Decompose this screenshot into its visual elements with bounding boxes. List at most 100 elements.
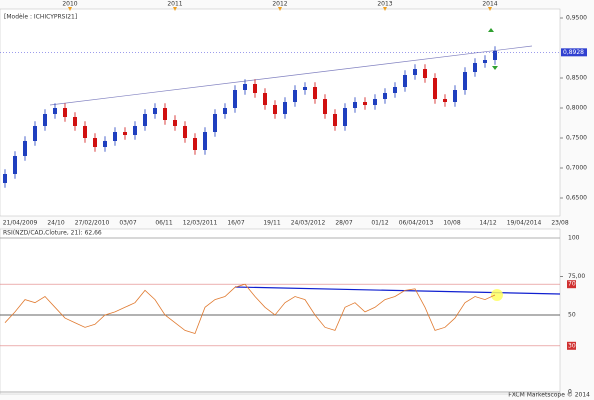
x-tick-label: 28/07: [335, 220, 352, 227]
candle-body: [233, 90, 237, 108]
year-label: 2014: [482, 1, 497, 8]
candle-body: [403, 75, 407, 87]
candle-body: [63, 108, 67, 117]
candle-body: [243, 84, 247, 90]
candle-body: [383, 93, 387, 99]
candle-body: [413, 69, 417, 75]
x-tick-label: 16/07: [227, 220, 244, 227]
price-trendline: [49, 45, 533, 106]
y-tick-label: 0,7500: [566, 135, 587, 142]
candle-body: [83, 126, 87, 138]
candle-body: [163, 108, 167, 120]
y-tick-label: 0,9500: [566, 15, 587, 22]
rsi-trendline: [234, 286, 561, 295]
candle-body: [303, 87, 307, 90]
x-tick-label: 03/07: [119, 220, 136, 227]
level-box: [567, 341, 576, 350]
year-label: 2011: [167, 1, 182, 8]
y-tick-label: 0,8000: [566, 105, 587, 112]
rsi-title: RSI(NZD/CAD,Cloture, 21): 62,66: [3, 230, 102, 237]
candle-body: [363, 102, 367, 105]
x-tick-label: 10/08: [443, 220, 460, 227]
year-label: 2013: [377, 1, 392, 8]
candle-body: [73, 117, 77, 126]
candle-body: [293, 90, 297, 102]
candle-body: [143, 114, 147, 126]
candle-body: [23, 141, 27, 156]
x-tick-label: 14/12: [479, 220, 496, 227]
candle-body: [183, 126, 187, 138]
year-marker: [68, 7, 72, 11]
y-tick-label: 100: [568, 235, 580, 242]
candle-body: [153, 108, 157, 114]
y-tick-label: 0: [568, 389, 572, 396]
year-marker: [173, 7, 177, 11]
y-tick-label: 70: [568, 281, 576, 288]
candle-body: [273, 105, 277, 114]
candle-body: [223, 108, 227, 114]
year-marker: [488, 7, 492, 11]
last-price-label: 0,8928: [563, 49, 584, 56]
candle-body: [423, 69, 427, 78]
candle-body: [373, 99, 377, 105]
level-box: [567, 280, 576, 289]
candle-body: [133, 126, 137, 135]
candle-body: [433, 78, 437, 99]
candle-body: [123, 132, 127, 135]
footer: FXCM Marketscope © 2014: [508, 392, 590, 399]
y-tick-label: 75,00: [568, 273, 585, 280]
candle-body: [3, 174, 7, 183]
candle-body: [213, 114, 217, 132]
candle-body: [443, 99, 447, 102]
candle-body: [93, 138, 97, 147]
candle-body: [493, 51, 497, 60]
candle-body: [343, 108, 347, 126]
candle-body: [333, 114, 337, 126]
candle-body: [103, 141, 107, 147]
year-label: 2012: [272, 1, 287, 8]
x-tick-label: 23/08: [551, 220, 568, 227]
candle-body: [263, 93, 267, 105]
year-marker: [383, 7, 387, 11]
candle-body: [173, 120, 177, 126]
x-tick-label: 27/02/2010: [75, 220, 110, 227]
x-tick-label: 24/10: [47, 220, 64, 227]
x-tick-label: 06/04/2013: [399, 220, 434, 227]
highlight: [491, 289, 503, 301]
rsi-panel: [0, 228, 561, 395]
y-tick-label: 0,6500: [566, 195, 587, 202]
y-tick-label: 0,7000: [566, 165, 587, 172]
price-label-box: [561, 48, 587, 57]
candle-body: [353, 102, 357, 108]
y-tick-label: 0,8500: [566, 75, 587, 82]
candle-body: [113, 132, 117, 141]
candle-body: [13, 156, 17, 174]
y-tick-label: 30: [568, 342, 576, 349]
candle-body: [253, 84, 257, 93]
candle-body: [473, 63, 477, 72]
candle-body: [483, 60, 487, 63]
x-tick-label: 19/11: [263, 220, 280, 227]
year-marker: [278, 7, 282, 11]
x-tick-label: 21/04/2009: [3, 220, 38, 227]
candle-body: [193, 138, 197, 150]
candle-body: [283, 102, 287, 114]
x-tick-label: 06/11: [155, 220, 172, 227]
candle-body: [323, 99, 327, 114]
x-tick-label: 19/04/2014: [507, 220, 542, 227]
candle-body: [43, 114, 47, 126]
candle-body: [393, 87, 397, 93]
x-tick-label: 01/12: [371, 220, 388, 227]
rsi-line: [4, 283, 496, 334]
candle-body: [463, 72, 467, 90]
candle-body: [53, 108, 57, 114]
year-label: 2010: [62, 1, 77, 8]
candle-body: [203, 132, 207, 150]
x-tick-label: 12/03/2011: [183, 220, 218, 227]
y-tick-label: 50: [568, 312, 576, 319]
legend-text: [Modèle : ICHICYPRSI21]: [4, 14, 77, 21]
price-panel: [0, 8, 561, 217]
candle-body: [453, 90, 457, 102]
x-tick-label: 24/03/2012: [291, 220, 326, 227]
